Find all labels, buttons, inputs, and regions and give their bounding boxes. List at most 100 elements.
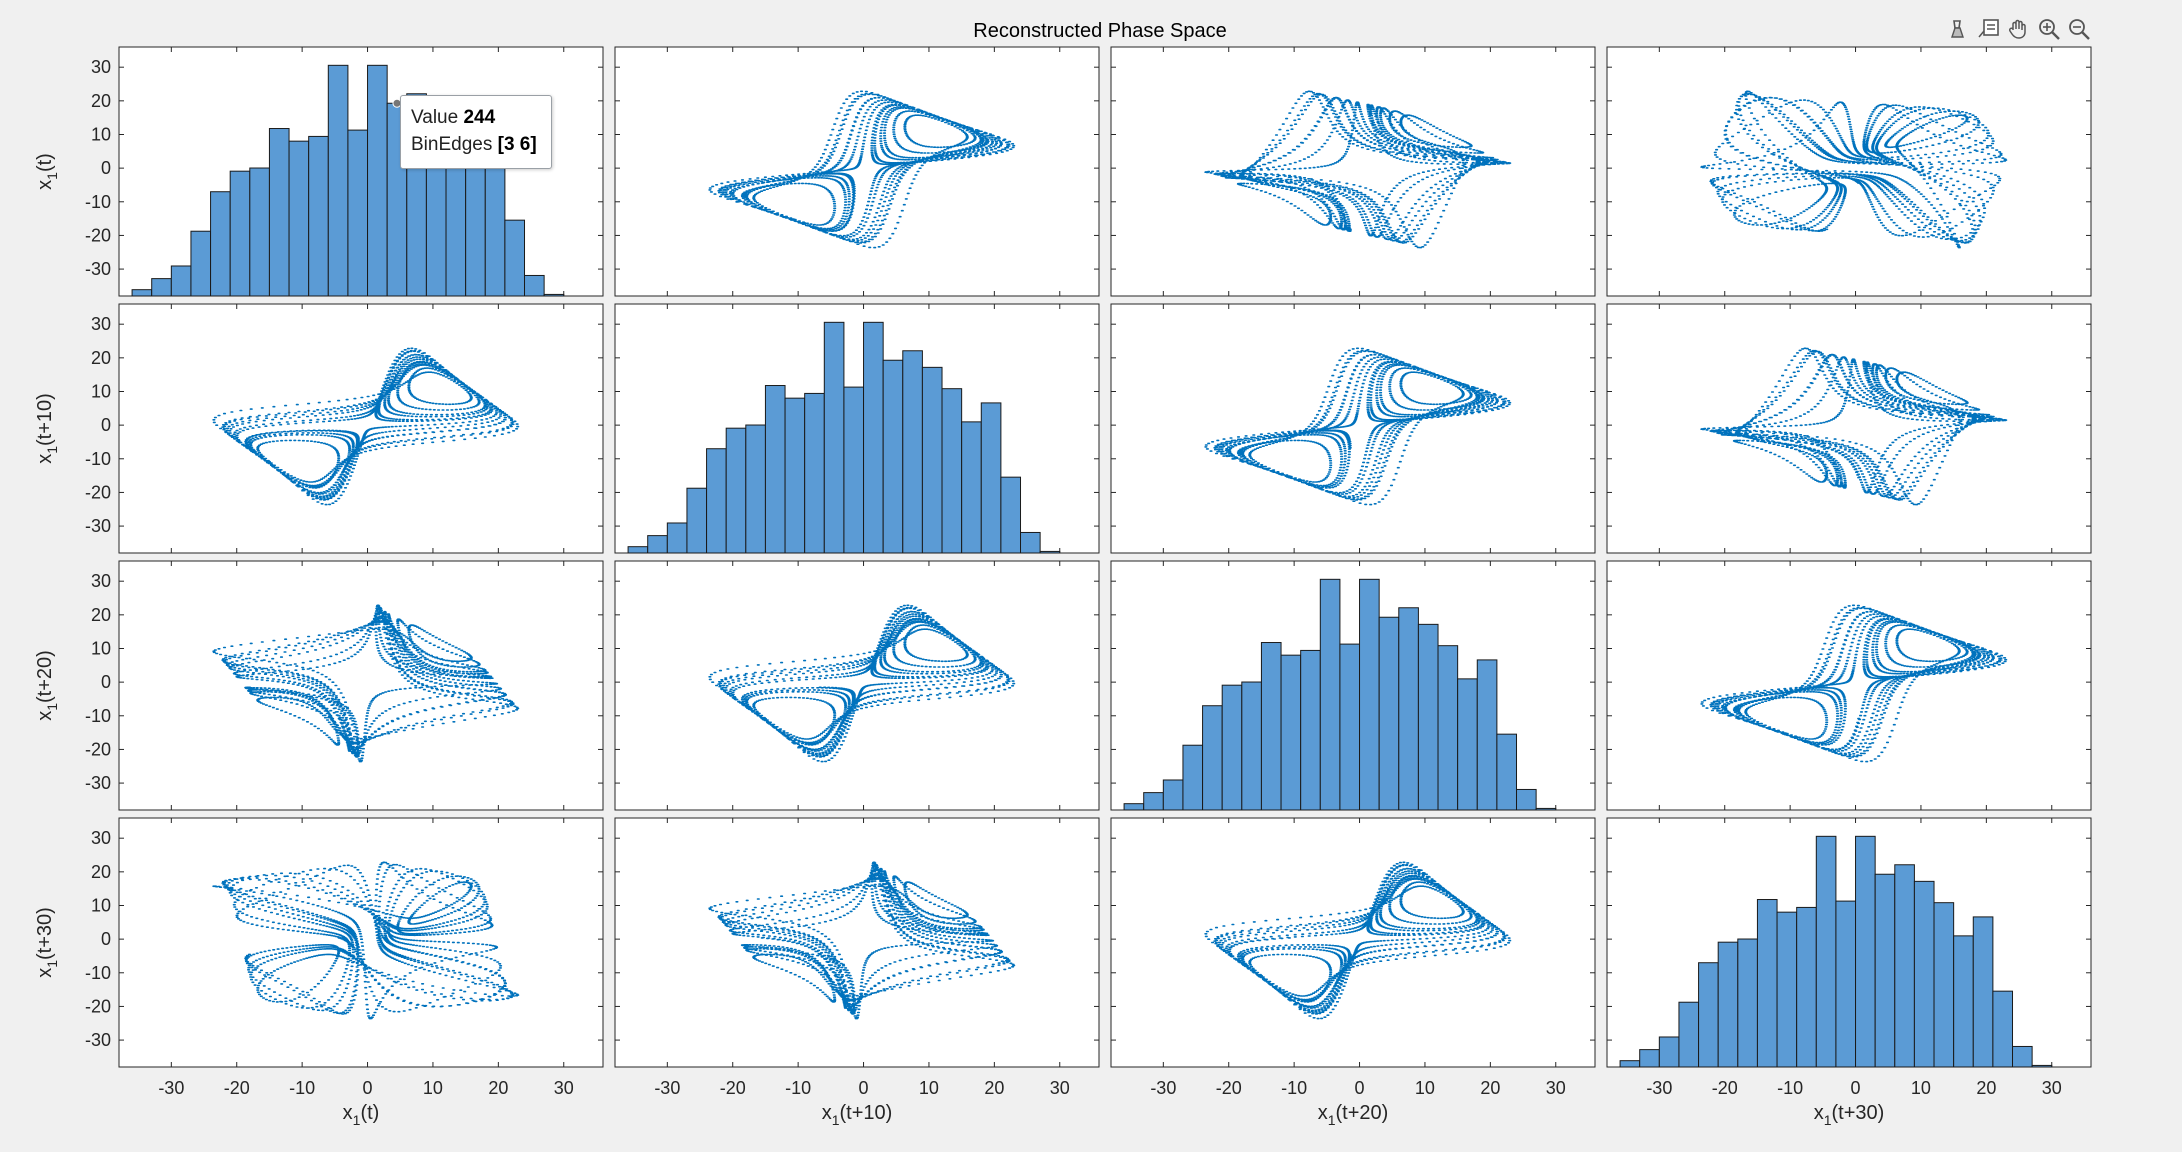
- pan-button[interactable]: [2006, 16, 2032, 42]
- histogram-bar[interactable]: [823, 321, 845, 554]
- histogram-bar[interactable]: [1855, 835, 1876, 1068]
- panel-r4-c2[interactable]: -30 -20 -10 0 10 20 30 x1(t+10): [614, 817, 1100, 1128]
- histogram-bar[interactable]: [1417, 623, 1439, 811]
- histogram-bar[interactable]: [1143, 792, 1164, 811]
- histogram-bar[interactable]: [1717, 941, 1739, 1068]
- histogram-bar[interactable]: [1913, 880, 1935, 1068]
- panel-r1-c3[interactable]: [1110, 46, 1596, 297]
- scatter-points[interactable]: [212, 604, 520, 763]
- histogram-bar[interactable]: [1835, 900, 1857, 1068]
- histogram-bar[interactable]: [627, 546, 649, 554]
- histogram-bar[interactable]: [1162, 779, 1184, 811]
- histogram-bar[interactable]: [1619, 1060, 1641, 1068]
- scatter-points[interactable]: [212, 861, 520, 1020]
- scatter-points[interactable]: [708, 604, 1016, 763]
- data-tip[interactable]: Value 244 BinEdges [3 6]: [400, 95, 552, 169]
- histogram-bar[interactable]: [686, 487, 708, 554]
- histogram-bar[interactable]: [961, 421, 982, 554]
- scatter-points[interactable]: [708, 861, 1016, 1020]
- histogram-bar[interactable]: [1953, 935, 1974, 1068]
- histogram-bar[interactable]: [249, 167, 270, 297]
- panel-r3-c4[interactable]: [1606, 560, 2092, 811]
- histogram-bar[interactable]: [764, 385, 786, 554]
- panel-r3-c2[interactable]: [614, 560, 1100, 811]
- datatip-button[interactable]: [1976, 16, 2002, 42]
- scatter-points[interactable]: [1204, 861, 1512, 1020]
- panel-r1-c1[interactable]: 30 20 10 0 -10 -20 -30 x1(t): [34, 46, 604, 297]
- histogram-bar[interactable]: [347, 129, 369, 297]
- panel-r3-c3[interactable]: [1110, 560, 1596, 811]
- histogram-bar[interactable]: [1000, 476, 1022, 554]
- histogram-bar[interactable]: [1359, 578, 1380, 811]
- histogram-bar[interactable]: [647, 535, 668, 554]
- histogram-bar[interactable]: [863, 321, 884, 554]
- histogram-bar[interactable]: [941, 388, 963, 554]
- histogram-bar[interactable]: [131, 289, 153, 297]
- histogram-bar[interactable]: [1221, 684, 1243, 811]
- histogram-bar[interactable]: [190, 230, 212, 297]
- panel-r2-c3[interactable]: [1110, 303, 1596, 554]
- histogram-bar[interactable]: [1437, 645, 1459, 811]
- histogram-bar[interactable]: [1182, 744, 1204, 811]
- histogram-bar[interactable]: [1300, 649, 1321, 811]
- histogram-bar[interactable]: [1319, 578, 1341, 811]
- histogram-bar[interactable]: [2031, 1064, 2053, 1068]
- zoom-out-button[interactable]: [2066, 16, 2092, 42]
- histogram-bar[interactable]: [1039, 550, 1061, 554]
- histogram-bar[interactable]: [367, 64, 388, 297]
- panel-r4-c1[interactable]: 30 20 10 0 -10 -20 -30 x1(t+30) -30 -20 -10 0 10 20 30…: [34, 817, 604, 1128]
- histogram-bar[interactable]: [921, 366, 943, 554]
- scatter-points[interactable]: [212, 347, 520, 506]
- histogram-bar[interactable]: [1639, 1049, 1660, 1068]
- panel-r2-c2[interactable]: [614, 303, 1100, 554]
- histogram-bar[interactable]: [1241, 681, 1262, 811]
- histogram-bar[interactable]: [1874, 873, 1896, 1068]
- histogram-bar[interactable]: [1339, 643, 1361, 811]
- histogram-bar[interactable]: [1776, 911, 1798, 1068]
- histogram-bar[interactable]: [268, 128, 290, 297]
- histogram-bar[interactable]: [327, 64, 349, 297]
- histogram-bar[interactable]: [1535, 807, 1557, 811]
- scatter-points[interactable]: [1204, 347, 1512, 506]
- histogram-bar[interactable]: [1260, 642, 1282, 811]
- histogram-bar[interactable]: [706, 448, 727, 554]
- histogram-bar[interactable]: [1972, 916, 1994, 1068]
- histogram-bar[interactable]: [1815, 835, 1837, 1068]
- histogram-bar[interactable]: [1280, 654, 1302, 811]
- histogram-bar[interactable]: [210, 191, 231, 297]
- histogram-bar[interactable]: [151, 278, 172, 297]
- histogram-bar[interactable]: [1457, 678, 1478, 811]
- scatter-points[interactable]: [1204, 90, 1512, 249]
- histogram-bar[interactable]: [1516, 788, 1537, 811]
- histogram-bar[interactable]: [170, 265, 192, 297]
- histogram-bar[interactable]: [524, 274, 545, 297]
- histogram-bar[interactable]: [1992, 990, 2014, 1068]
- panel-r2-c1[interactable]: 30 20 10 0 -10 -20 -30 x1(t+10): [34, 303, 604, 554]
- panel-r3-c1[interactable]: 30 20 10 0 -10 -20 -30 x1(t+20): [34, 560, 604, 811]
- histogram-bar[interactable]: [1496, 733, 1518, 811]
- histogram-bar[interactable]: [745, 424, 766, 554]
- histogram-bar[interactable]: [843, 386, 865, 554]
- histogram-bar[interactable]: [1398, 607, 1419, 811]
- histogram-bar[interactable]: [1737, 938, 1758, 1068]
- brush-button[interactable]: [1946, 16, 1972, 42]
- scatter-points[interactable]: [708, 90, 1016, 249]
- histogram-bar[interactable]: [1796, 906, 1817, 1068]
- histogram-bar[interactable]: [725, 427, 747, 554]
- scatter-points[interactable]: [1700, 347, 2008, 506]
- panel-r1-c4[interactable]: [1606, 46, 2092, 297]
- histogram-bar[interactable]: [288, 140, 310, 297]
- histogram-bar[interactable]: [1378, 616, 1400, 811]
- histogram-bar[interactable]: [1476, 659, 1498, 811]
- histogram-bar[interactable]: [902, 350, 923, 554]
- panel-r2-c4[interactable]: [1606, 303, 2092, 554]
- histogram-bar[interactable]: [504, 219, 526, 297]
- scatter-points[interactable]: [1700, 604, 2008, 763]
- scatter-points[interactable]: [1700, 90, 2008, 249]
- histogram-bar[interactable]: [2012, 1045, 2033, 1068]
- histogram-bar[interactable]: [784, 397, 806, 554]
- histogram-bar[interactable]: [229, 170, 251, 297]
- panel-r4-c4[interactable]: -30 -20 -10 0 10 20 30 x1(t+30): [1606, 817, 2092, 1128]
- histogram-bar[interactable]: [308, 135, 329, 297]
- histogram-bar[interactable]: [465, 164, 486, 297]
